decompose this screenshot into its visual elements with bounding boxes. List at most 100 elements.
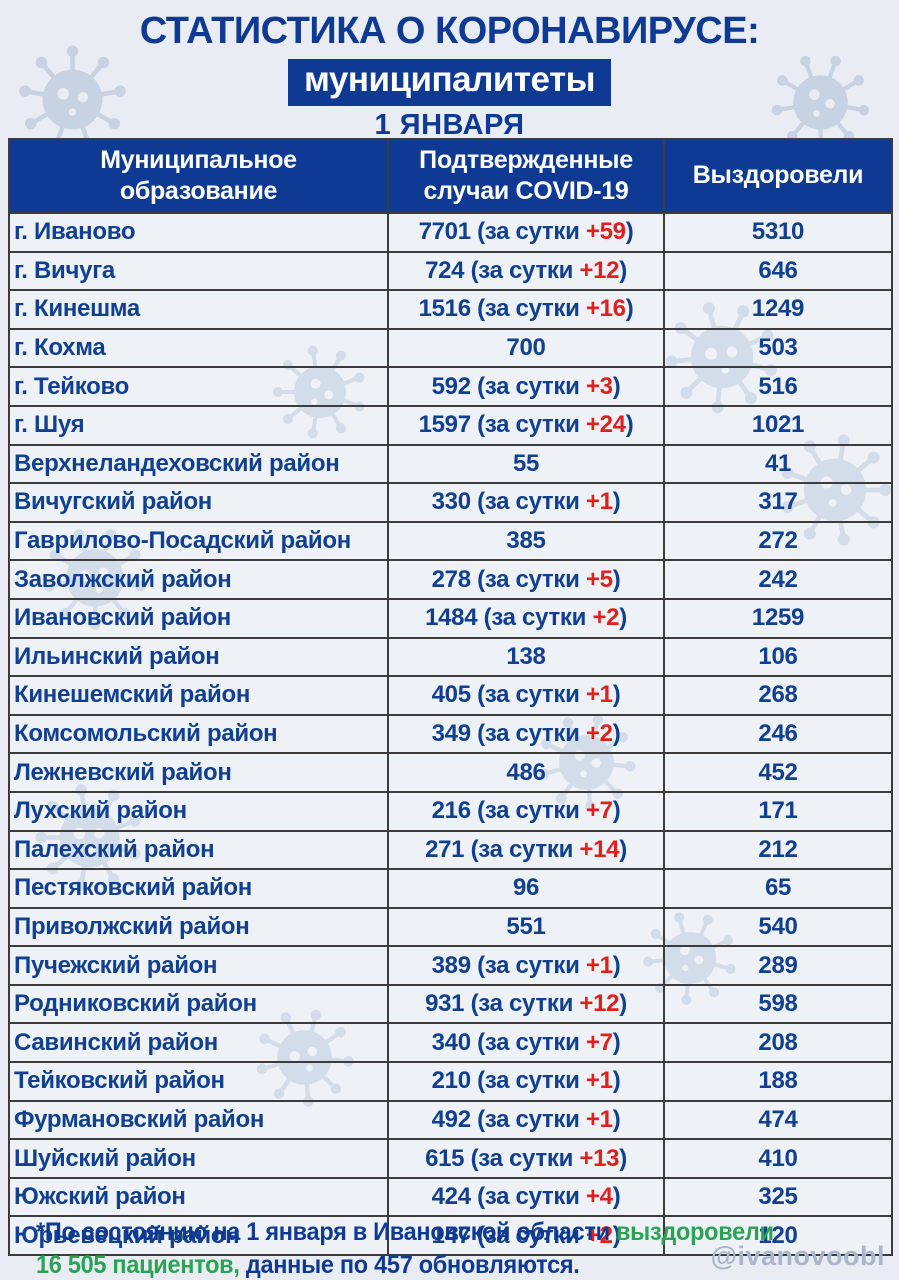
recovered-cell: 171 xyxy=(663,790,893,832)
table-row: Лежневский район 486 452 xyxy=(8,752,893,793)
recovered-cell: 1021 xyxy=(663,404,893,446)
daily-increase: +2 xyxy=(592,604,620,632)
subtitle-badge: муниципалитеты xyxy=(287,58,612,106)
col-header-confirmed: Подтвержденные случаи COVID-19 xyxy=(387,138,665,214)
recovered-cell: 646 xyxy=(663,250,893,292)
municipality-cell: Пучежский район xyxy=(8,945,389,986)
municipality-cell: Вичугский район xyxy=(8,482,389,523)
daily-increase: +4 xyxy=(585,1183,613,1211)
daily-increase: +1 xyxy=(585,488,613,516)
daily-increase: +13 xyxy=(579,1144,620,1172)
table-row: г. Кинешма 1516 (за сутки +16) 1249 xyxy=(8,289,893,330)
recovered-cell: 208 xyxy=(663,1022,893,1064)
municipality-cell: Ильинский район xyxy=(8,636,389,678)
municipality-cell: Савинский район xyxy=(8,1022,389,1064)
confirmed-cell: 615 (за сутки +13) xyxy=(387,1138,665,1179)
table-row: Ильинский район 138 106 xyxy=(8,636,893,678)
recovered-cell: 242 xyxy=(663,559,893,600)
footnote-line: 16 505 пациентов, данные по 457 обновляю… xyxy=(36,1251,580,1279)
daily-increase: +1 xyxy=(585,1105,613,1133)
table-row: Пестяковский район 96 65 xyxy=(8,868,893,909)
recovered-cell: 516 xyxy=(663,366,893,407)
daily-increase: +2 xyxy=(585,1221,613,1249)
confirmed-cell: 330 (за сутки +1) xyxy=(387,482,665,523)
daily-increase: +59 xyxy=(585,218,626,246)
table-row: г. Тейково 592 (за сутки +3) 516 xyxy=(8,366,893,407)
recovered-cell: 474 xyxy=(663,1099,893,1141)
page-title: СТАТИСТИКА О КОРОНАВИРУСЕ: xyxy=(139,10,760,52)
confirmed-cell: 210 (за сутки +1) xyxy=(387,1061,665,1102)
col-header-municipality: Муниципальное образование xyxy=(8,138,389,214)
table-row: Пучежский район 389 (за сутки +1) 289 xyxy=(8,945,893,986)
table-row: Лухский район 216 (за сутки +7) 171 xyxy=(8,790,893,832)
daily-increase: +7 xyxy=(585,1028,613,1056)
footnote: *По состоянию на 1 января в Ивановской о… xyxy=(36,1216,774,1280)
poster-header: СТАТИСТИКА О КОРОНАВИРУСЕ: муниципалитет… xyxy=(0,10,899,142)
table-row: Комсомольский район 349 (за сутки +2) 246 xyxy=(8,713,893,755)
recovered-cell: 289 xyxy=(663,945,893,986)
table-body: г. Иваново 7701 (за сутки +59) 5310 г. Вичу… xyxy=(8,212,893,1257)
municipality-cell: Лухский район xyxy=(8,790,389,832)
confirmed-cell: 278 (за сутки +5) xyxy=(387,559,665,600)
daily-increase: +5 xyxy=(585,565,613,593)
municipality-cell: г. Кохма xyxy=(8,327,389,369)
municipality-cell: Комсомольский район xyxy=(8,713,389,755)
recovered-cell: 452 xyxy=(663,752,893,793)
recovered-cell: 5310 xyxy=(663,212,893,253)
municipality-cell: г. Шуя xyxy=(8,404,389,446)
confirmed-cell: 1484 (за сутки +2) xyxy=(387,597,665,639)
municipality-cell: Фурмановский район xyxy=(8,1099,389,1141)
recovered-cell: 1259 xyxy=(663,597,893,639)
daily-increase: +1 xyxy=(585,681,613,709)
table-header: Муниципальное образование Подтвержденные с… xyxy=(8,138,893,214)
recovered-cell: 41 xyxy=(663,443,893,485)
confirmed-cell: 147 (за сутки +2) xyxy=(387,1215,665,1257)
table-row: Фурмановский район 492 (за сутки +1) 474 xyxy=(8,1099,893,1141)
recovered-cell: 325 xyxy=(663,1176,893,1218)
table-row: Тейковский район 210 (за сутки +1) 188 xyxy=(8,1061,893,1102)
municipality-cell: Заволжский район xyxy=(8,559,389,600)
table-row: Ивановский район 1484 (за сутки +2) 1259 xyxy=(8,597,893,639)
confirmed-cell: 724 (за сутки +12) xyxy=(387,250,665,292)
recovered-cell: 268 xyxy=(663,675,893,716)
confirmed-cell: 405 (за сутки +1) xyxy=(387,675,665,716)
table-row: г. Кохма 700 503 xyxy=(8,327,893,369)
recovered-cell: 540 xyxy=(663,906,893,948)
confirmed-cell: 931 (за сутки +12) xyxy=(387,983,665,1025)
recovered-cell: 598 xyxy=(663,983,893,1025)
daily-increase: +2 xyxy=(585,720,613,748)
confirmed-cell: 138 xyxy=(387,636,665,678)
recovered-cell: 106 xyxy=(663,636,893,678)
table-row: г. Шуя 1597 (за сутки +24) 1021 xyxy=(8,404,893,446)
confirmed-cell: 592 (за сутки +3) xyxy=(387,366,665,407)
municipality-cell: Родниковский район xyxy=(8,983,389,1025)
municipality-cell: Палехский район xyxy=(8,829,389,871)
date-label: 1 ЯНВАРЯ xyxy=(374,108,525,141)
recovered-cell: 410 xyxy=(663,1138,893,1179)
table-row: Шуйский район 615 (за сутки +13) 410 xyxy=(8,1138,893,1179)
daily-increase: +12 xyxy=(579,990,620,1018)
recovered-cell: 246 xyxy=(663,713,893,755)
confirmed-cell: 424 (за сутки +4) xyxy=(387,1176,665,1218)
daily-increase: +16 xyxy=(585,295,626,323)
table-row: Вичугский район 330 (за сутки +1) 317 xyxy=(8,482,893,523)
municipality-cell: Тейковский район xyxy=(8,1061,389,1102)
daily-increase: +12 xyxy=(579,256,620,284)
confirmed-cell: 349 (за сутки +2) xyxy=(387,713,665,755)
table-row: Кинешемский район 405 (за сутки +1) 268 xyxy=(8,675,893,716)
municipality-cell: Южский район xyxy=(8,1176,389,1218)
daily-increase: +7 xyxy=(585,797,613,825)
municipality-cell: Гаврилово-Посадский район xyxy=(8,520,389,562)
table-row: Гаврилово-Посадский район 385 272 xyxy=(8,520,893,562)
confirmed-cell: 7701 (за сутки +59) xyxy=(387,212,665,253)
daily-increase: +3 xyxy=(585,372,613,400)
municipality-cell: г. Тейково xyxy=(8,366,389,407)
watermark-handle: @ivanovoobl xyxy=(710,1241,885,1271)
recovered-cell: 65 xyxy=(663,868,893,909)
recovered-cell: 188 xyxy=(663,1061,893,1102)
confirmed-cell: 216 (за сутки +7) xyxy=(387,790,665,832)
recovered-cell: 272 xyxy=(663,520,893,562)
confirmed-cell: 1516 (за сутки +16) xyxy=(387,289,665,330)
municipality-cell: Лежневский район xyxy=(8,752,389,793)
